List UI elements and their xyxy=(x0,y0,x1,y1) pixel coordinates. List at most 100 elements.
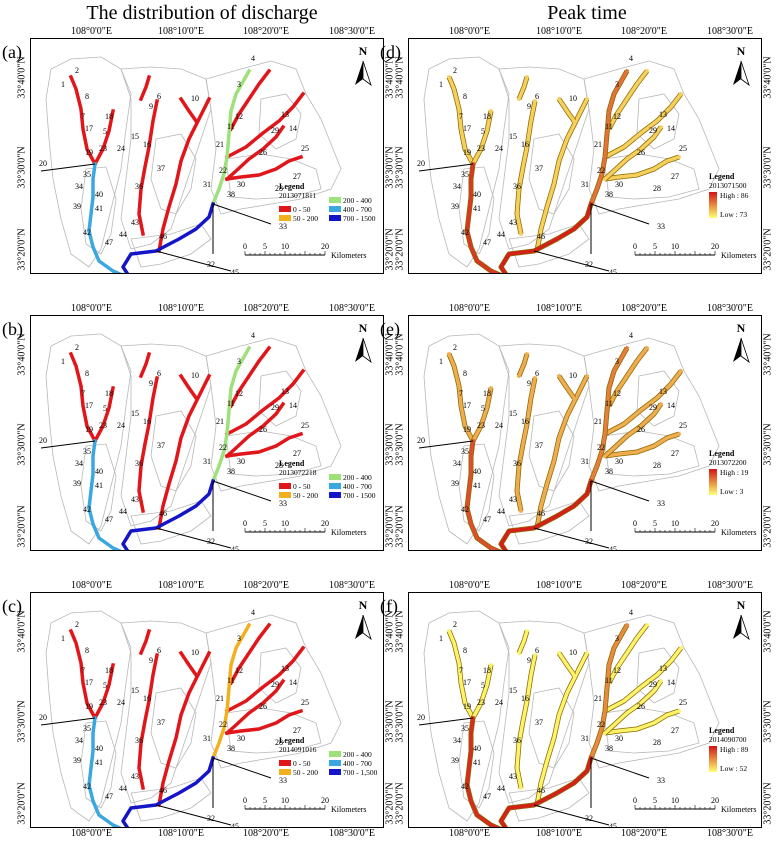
river-reach-trib xyxy=(603,708,682,735)
longitude-label: 108°30'0"E xyxy=(329,580,375,591)
subbasin-boundary xyxy=(225,707,322,754)
reach-number-label: 36 xyxy=(513,459,521,468)
reach-number-label: 30 xyxy=(615,457,623,466)
reach-number-label: 13 xyxy=(659,110,667,119)
river-reach-trib xyxy=(224,124,286,182)
river-reach-trib xyxy=(602,91,684,160)
scale-bar-label: 5 xyxy=(653,796,657,805)
callout-line xyxy=(40,163,96,172)
reach-number-label: 23 xyxy=(99,144,107,153)
reach-number-label: 4 xyxy=(251,331,255,340)
north-arrow-icon xyxy=(733,338,741,362)
longitude-label: 108°30'0"E xyxy=(329,303,375,314)
subbasin-boundary xyxy=(130,500,212,545)
river-reach-trib xyxy=(225,708,304,735)
reach-number-label: 32 xyxy=(585,814,593,823)
reach-number-label: 13 xyxy=(281,664,289,673)
river-reach-outline xyxy=(534,651,590,806)
river-reach-up xyxy=(588,345,630,484)
reach-number-label: 38 xyxy=(227,467,235,476)
legend-code: 2013072218 xyxy=(279,468,317,477)
reach-number-label: 18 xyxy=(105,389,113,398)
north-arrow-icon xyxy=(733,61,741,85)
legend-class-label: 700 - 1500 xyxy=(343,491,376,500)
reach-number-label: 6 xyxy=(157,646,161,655)
river-reach-trib xyxy=(156,373,212,531)
reach-number-label: 14 xyxy=(667,678,675,687)
reach-number-label: 19 xyxy=(85,425,93,434)
reach-number-label: 7 xyxy=(459,389,463,398)
reach-number-label: 28 xyxy=(653,738,661,747)
legend-high-label: High : 86 xyxy=(720,191,749,200)
legend-low-label: Low : 73 xyxy=(720,210,747,219)
reach-number-label: 46 xyxy=(159,786,167,795)
latitude-label: 33°40'0"N xyxy=(16,610,28,653)
reach-number-label: 4 xyxy=(251,54,255,63)
reach-number-label: 10 xyxy=(569,94,577,103)
subbasin-boundary xyxy=(80,720,117,809)
north-arrow-icon xyxy=(362,60,372,87)
legend-swatch xyxy=(329,769,341,775)
callout-line xyxy=(533,804,610,826)
subbasin-boundary xyxy=(508,223,590,268)
reach-number-label: 45 xyxy=(609,822,617,827)
reach-number-label: 26 xyxy=(637,148,645,157)
reach-number-label: 42 xyxy=(83,228,91,237)
longitude-label: 108°0'0"E xyxy=(71,26,112,37)
reach-number-label: 34 xyxy=(75,736,83,745)
legend-code: 2013071500 xyxy=(709,181,747,190)
subbasin-boundary xyxy=(423,333,510,545)
reach-number-label: 9 xyxy=(149,379,153,388)
legend-code: 2014091016 xyxy=(279,745,317,754)
reach-number-label: 17 xyxy=(85,401,93,410)
river-reach-trib xyxy=(225,154,304,181)
legend-high-label: High : 89 xyxy=(720,745,749,754)
subbasin-boundary xyxy=(150,410,197,492)
river-reach-trib xyxy=(137,375,160,514)
reach-number-label: 43 xyxy=(131,495,139,504)
legend-title: Legend xyxy=(709,172,735,181)
panel-label-b: (b) xyxy=(2,319,23,339)
reach-number-label: 44 xyxy=(497,507,505,516)
river-reach-trib xyxy=(516,74,530,102)
reach-number-label: 7 xyxy=(81,389,85,398)
longitude-label: 108°30'0"E xyxy=(707,580,753,591)
legend-class-label: 200 - 400 xyxy=(343,196,372,205)
reach-number-label: 21 xyxy=(216,694,224,703)
reach-number-label: 27 xyxy=(671,726,679,735)
reach-number-label: 10 xyxy=(569,371,577,380)
callout-line xyxy=(40,440,96,449)
reach-number-label: 38 xyxy=(605,744,613,753)
reach-number-label: 41 xyxy=(473,481,481,490)
reach-number-label: 29 xyxy=(271,680,279,689)
map-panel-c: 1 2 3 4 5 6 7 8 9 10 11 12 13 14 15 16 17 18 19 20 21 22 23 24 2… xyxy=(30,592,384,828)
reach-number-label: 16 xyxy=(143,694,151,703)
subbasin-boundary xyxy=(80,166,117,255)
latitude-label: 33°20'0"N xyxy=(16,782,28,825)
subbasin-boundary xyxy=(205,60,342,215)
reach-number-label: 23 xyxy=(477,421,485,430)
reach-number-label: 40 xyxy=(473,744,481,753)
reach-number-label: 39 xyxy=(73,756,81,765)
reach-number-label: 28 xyxy=(275,738,283,747)
reach-number-label: 29 xyxy=(649,403,657,412)
legend-high-label: High : 19 xyxy=(720,468,749,477)
river-reach-trib xyxy=(138,628,152,656)
river-reach-trib xyxy=(470,385,494,444)
reach-number-label: 14 xyxy=(289,124,297,133)
legend-swatch xyxy=(329,760,341,766)
river-reach-trib xyxy=(606,345,650,409)
reach-number-label: 29 xyxy=(271,126,279,135)
longitude-label: 108°30'0"E xyxy=(329,26,375,37)
reach-number-label: 45 xyxy=(609,545,617,550)
longitude-label: 108°0'0"E xyxy=(71,303,112,314)
reach-number-label: 46 xyxy=(159,509,167,518)
reach-number-label: 33 xyxy=(657,222,665,231)
reach-number-label: 25 xyxy=(679,421,687,430)
reach-number-label: 17 xyxy=(85,124,93,133)
longitude-label: 108°0'0"E xyxy=(71,580,112,591)
reach-number-label: 37 xyxy=(157,164,165,173)
reach-number-label: 29 xyxy=(649,126,657,135)
